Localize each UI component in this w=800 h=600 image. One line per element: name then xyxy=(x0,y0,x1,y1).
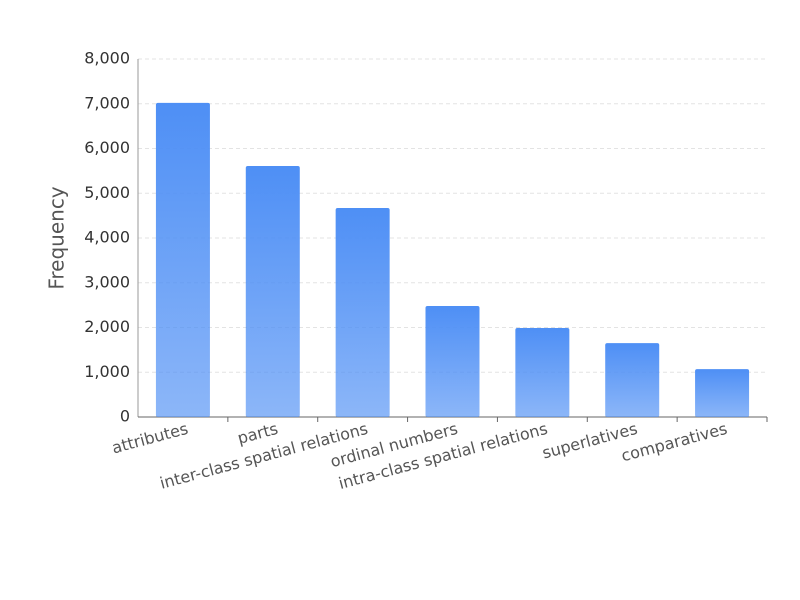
y-tick-label: 8,000 xyxy=(84,49,130,68)
y-tick-label: 2,000 xyxy=(84,317,130,336)
y-tick-label: 1,000 xyxy=(84,362,130,381)
bar xyxy=(335,208,390,417)
bar xyxy=(245,165,300,417)
bar xyxy=(425,306,480,417)
y-tick-label: 7,000 xyxy=(84,93,130,112)
bar xyxy=(605,343,660,417)
bar xyxy=(695,369,750,417)
y-tick-label: 0 xyxy=(120,407,130,426)
bar xyxy=(515,327,570,417)
y-tick-label: 6,000 xyxy=(84,138,130,157)
y-tick-label: 3,000 xyxy=(84,272,130,291)
y-axis-label: Frequency xyxy=(45,186,69,289)
y-tick-label: 5,000 xyxy=(84,183,130,202)
bar xyxy=(155,102,210,417)
y-tick-label: 4,000 xyxy=(84,228,130,247)
